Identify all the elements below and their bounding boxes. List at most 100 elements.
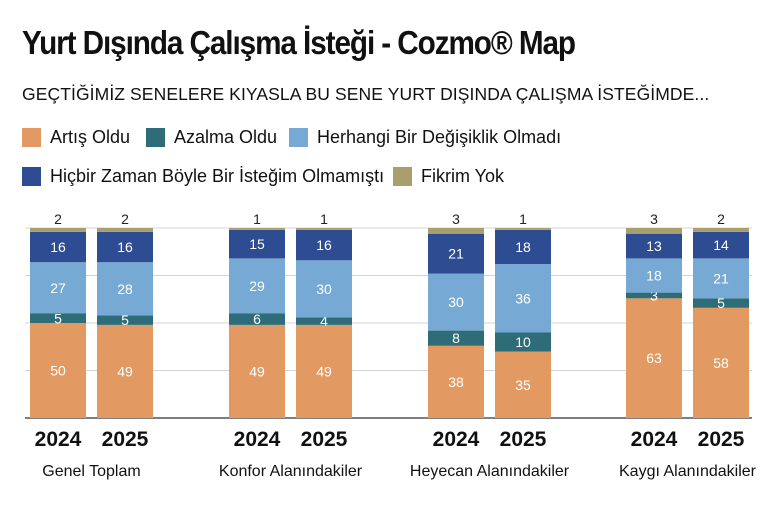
orange-square-icon	[22, 128, 41, 147]
bar-segment-fikrim	[626, 228, 682, 234]
bar-segment-degisiklik	[693, 258, 749, 299]
bar-segment-azalma	[296, 317, 352, 325]
data-label: 18	[515, 239, 531, 255]
chart-title: Yurt Dışında Çalışma İsteği - Cozmo® Map	[22, 24, 576, 61]
data-label: 18	[646, 268, 662, 284]
bar-segment-hicbir	[495, 229, 551, 265]
legend-label-hicbir: Hiçbir Zaman Böyle Bir İsteğim Olmamıştı	[50, 166, 385, 186]
bar-segment-degisiklik	[229, 258, 285, 314]
bar-segment-artis	[296, 324, 352, 418]
bar-segment-fikrim	[693, 228, 749, 232]
data-label: 30	[448, 294, 464, 310]
x-tick-label: 2025	[102, 428, 149, 451]
bar-segment-artis	[30, 323, 86, 418]
bar-segment-artis	[626, 298, 682, 418]
bar-segment-hicbir	[428, 233, 484, 274]
bar-segment-azalma	[428, 330, 484, 346]
legend-item-hicbir: Hiçbir Zaman Böyle Bir İsteğim Olmamıştı	[22, 166, 384, 187]
data-label: 4	[320, 313, 328, 329]
data-label: 29	[249, 278, 265, 294]
data-label: 36	[515, 290, 531, 306]
data-label: 3	[650, 211, 658, 227]
data-label: 5	[54, 310, 62, 326]
bar-segment-degisiklik	[626, 258, 682, 293]
data-label: 58	[713, 355, 729, 371]
data-label: 8	[452, 330, 460, 346]
bar-segment-fikrim	[30, 228, 86, 232]
data-label: 49	[316, 363, 332, 379]
data-label: 14	[713, 237, 729, 253]
x-tick-label: 2025	[500, 428, 547, 451]
bar-segment-azalma	[30, 313, 86, 323]
data-label: 15	[249, 236, 265, 252]
bar-segment-azalma	[97, 315, 153, 325]
x-tick-label: 2024	[631, 428, 678, 451]
bar-segment-azalma	[693, 298, 749, 308]
bar-segment-artis	[428, 345, 484, 418]
x-tick-label: 2024	[234, 428, 281, 451]
data-label: 3	[650, 287, 658, 303]
data-label: 35	[515, 377, 531, 393]
bar-segment-degisiklik	[30, 262, 86, 314]
data-label: 13	[646, 238, 662, 254]
data-label: 38	[448, 374, 464, 390]
legend-item-fikrim: Fikrim Yok	[393, 166, 504, 187]
data-label: 1	[519, 211, 527, 227]
legend-label-azalma: Azalma Oldu	[174, 127, 278, 147]
data-label: 16	[117, 239, 133, 255]
light-blue-square-icon	[289, 128, 308, 147]
bar-segment-fikrim	[229, 228, 285, 230]
group-label: Genel Toplam	[42, 463, 140, 480]
data-label: 3	[452, 211, 460, 227]
bar-segment-hicbir	[626, 233, 682, 259]
data-label: 10	[515, 334, 531, 350]
x-tick-label: 2024	[35, 428, 82, 451]
data-label: 16	[316, 237, 332, 253]
bar-segment-artis	[495, 351, 551, 418]
bar-segment-degisiklik	[428, 273, 484, 331]
bar-segment-artis	[229, 324, 285, 418]
bar-segment-hicbir	[296, 229, 352, 261]
bar-segment-hicbir	[229, 229, 285, 259]
group-label: Konfor Alanındakiler	[219, 463, 363, 480]
bar-segment-artis	[97, 324, 153, 418]
bar-segment-hicbir	[693, 231, 749, 259]
navy-square-icon	[22, 167, 41, 186]
bar-segment-fikrim	[296, 228, 352, 230]
data-label: 2	[54, 211, 62, 227]
bar-segment-hicbir	[97, 231, 153, 263]
data-label: 49	[117, 363, 133, 379]
x-tick-label: 2025	[698, 428, 745, 451]
bar-segment-fikrim	[428, 228, 484, 234]
data-label: 21	[448, 246, 464, 262]
data-label: 5	[121, 312, 129, 328]
legend-item-degisiklik: Herhangi Bir Değişiklik Olmadı	[289, 127, 561, 148]
bar-segment-fikrim	[495, 228, 551, 230]
data-label: 2	[121, 211, 129, 227]
data-label: 30	[316, 281, 332, 297]
data-label: 49	[249, 363, 265, 379]
legend-item-azalma: Azalma Oldu	[146, 127, 277, 148]
legend-label-fikrim: Fikrim Yok	[421, 166, 505, 186]
data-label: 27	[50, 280, 66, 296]
data-label: 16	[50, 239, 66, 255]
x-tick-label: 2024	[433, 428, 480, 451]
legend-label-degisiklik: Herhangi Bir Değişiklik Olmadı	[317, 127, 562, 147]
data-label: 28	[117, 281, 133, 297]
data-label: 63	[646, 350, 662, 366]
legend-label-artis: Artış Oldu	[50, 127, 131, 147]
data-label: 1	[253, 211, 261, 227]
data-label: 6	[253, 311, 261, 327]
data-label: 2	[717, 211, 725, 227]
chart-subtitle: GEÇTİĞİMİZ SENELERE KIYASLA BU SENE YURT…	[22, 84, 710, 104]
bar-segment-degisiklik	[97, 262, 153, 316]
bar-segment-degisiklik	[296, 260, 352, 318]
bar-segment-azalma	[626, 292, 682, 299]
teal-square-icon	[146, 128, 165, 147]
olive-square-icon	[393, 167, 412, 186]
x-tick-label: 2025	[301, 428, 348, 451]
data-label: 5	[717, 295, 725, 311]
group-label: Kaygı Alanındakiler	[619, 463, 757, 480]
data-label: 21	[713, 270, 729, 286]
